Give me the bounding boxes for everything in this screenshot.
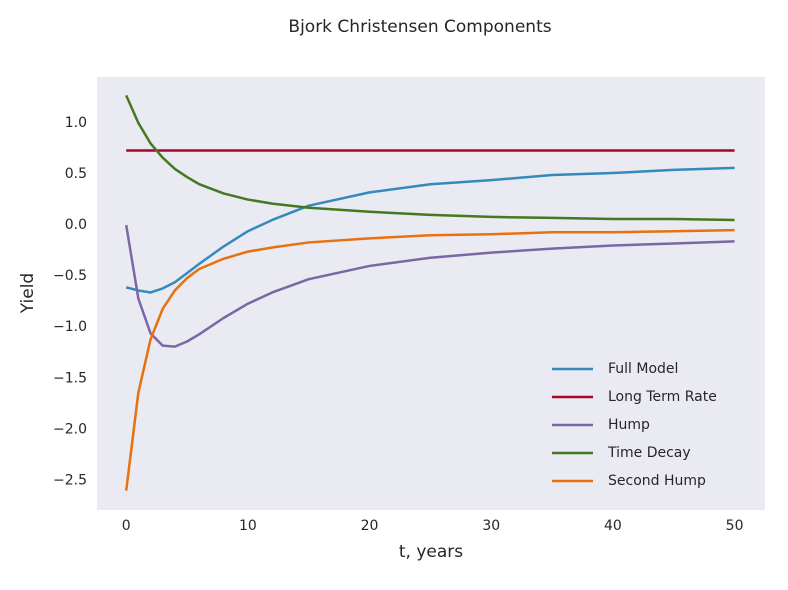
y-tick-label: −1.5 [53,370,87,386]
y-tick-label: −2.5 [53,472,87,488]
y-tick-label: 0.5 [65,166,87,182]
y-axis-label: Yield [18,273,38,314]
y-tick-label: 0.0 [65,217,87,233]
x-axis-label: t, years [399,542,463,562]
y-tick-label: −1.0 [53,319,87,335]
x-tick-label: 50 [726,518,744,534]
x-tick-label: 0 [122,518,131,534]
x-tick-label: 20 [361,518,379,534]
x-tick-label: 40 [604,518,622,534]
series-line [124,224,735,348]
legend-label: Full Model [608,361,678,377]
legend-label: Time Decay [607,445,691,461]
series-line [125,166,735,294]
plot-area [97,77,765,510]
legend-label: Second Hump [608,473,706,489]
y-tick-label: 1.0 [65,115,87,131]
series-line [124,228,735,491]
legend-label: Hump [608,417,650,433]
x-tick-label: 10 [239,518,257,534]
y-tick-label: −2.0 [53,421,87,437]
x-tick-label: 30 [482,518,500,534]
chart-title: Bjork Christensen Components [288,17,551,37]
y-tick-label: −0.5 [53,268,87,284]
series-line [125,94,735,222]
legend-label: Long Term Rate [608,389,717,405]
